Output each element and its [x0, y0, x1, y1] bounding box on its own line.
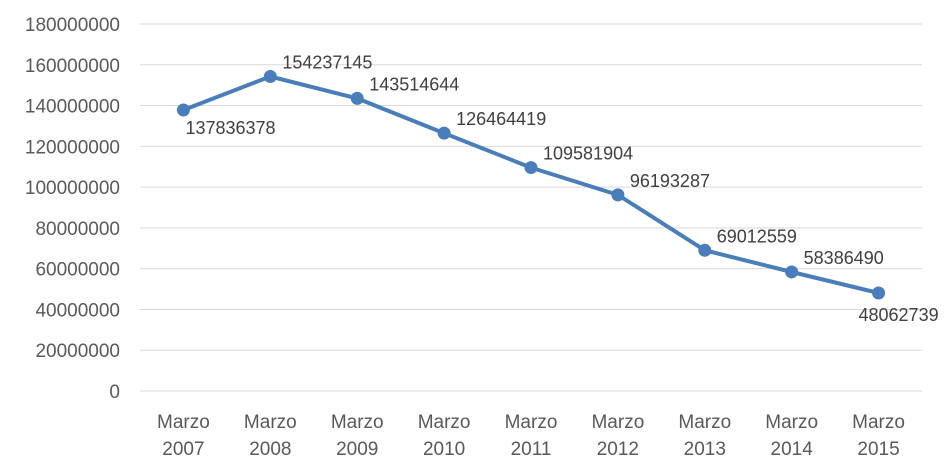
- y-tick-label: 80000000: [35, 219, 120, 240]
- y-tick-label: 140000000: [25, 97, 120, 118]
- data-point: [350, 91, 364, 105]
- data-point: [698, 243, 712, 257]
- data-point: [437, 126, 451, 140]
- x-tick-label: Marzo 2014: [765, 412, 818, 460]
- y-tick-label: 40000000: [35, 300, 120, 321]
- y-tick-label: 60000000: [35, 260, 120, 281]
- data-label: 69012559: [717, 226, 797, 246]
- x-tick-label: Marzo 2009: [331, 412, 384, 460]
- data-point: [611, 188, 625, 202]
- data-label: 48062739: [859, 305, 939, 325]
- y-tick-label: 180000000: [25, 15, 120, 36]
- x-tick-label: Marzo 2013: [678, 412, 731, 460]
- y-tick-label: 0: [109, 382, 120, 403]
- x-tick-label: Marzo 2008: [244, 412, 297, 460]
- data-label: 96193287: [630, 171, 710, 191]
- y-tick-label: 100000000: [25, 178, 120, 199]
- x-tick-label: Marzo 2007: [157, 412, 210, 460]
- data-label: 154237145: [282, 53, 372, 73]
- y-tick-label: 120000000: [25, 137, 120, 158]
- data-label: 58386490: [804, 248, 884, 268]
- data-label: 137836378: [185, 118, 275, 138]
- x-tick-label: Marzo 2015: [852, 412, 905, 460]
- data-point: [785, 265, 799, 279]
- x-tick-label: Marzo 2010: [418, 412, 471, 460]
- y-tick-label: 160000000: [25, 56, 120, 77]
- data-point: [872, 286, 886, 300]
- x-tick-label: Marzo 2012: [591, 412, 644, 460]
- data-label: 109581904: [543, 144, 633, 164]
- data-point: [176, 103, 190, 117]
- data-point: [263, 70, 277, 84]
- data-label: 143514644: [369, 74, 459, 94]
- data-label: 126464419: [456, 109, 546, 129]
- x-axis-tick-labels: Marzo 2007 Marzo 2008 Marzo 2009 Marzo 2010 Marz…: [157, 412, 905, 460]
- x-tick-label: Marzo 2011: [505, 412, 558, 460]
- series-layer: [176, 70, 886, 300]
- data-point: [524, 161, 538, 175]
- y-axis-tick-labels: 0 20000000 40000000 60000000 80000000 1000000…: [25, 15, 120, 403]
- grid-layer: [140, 23, 922, 392]
- y-tick-label: 20000000: [35, 341, 120, 362]
